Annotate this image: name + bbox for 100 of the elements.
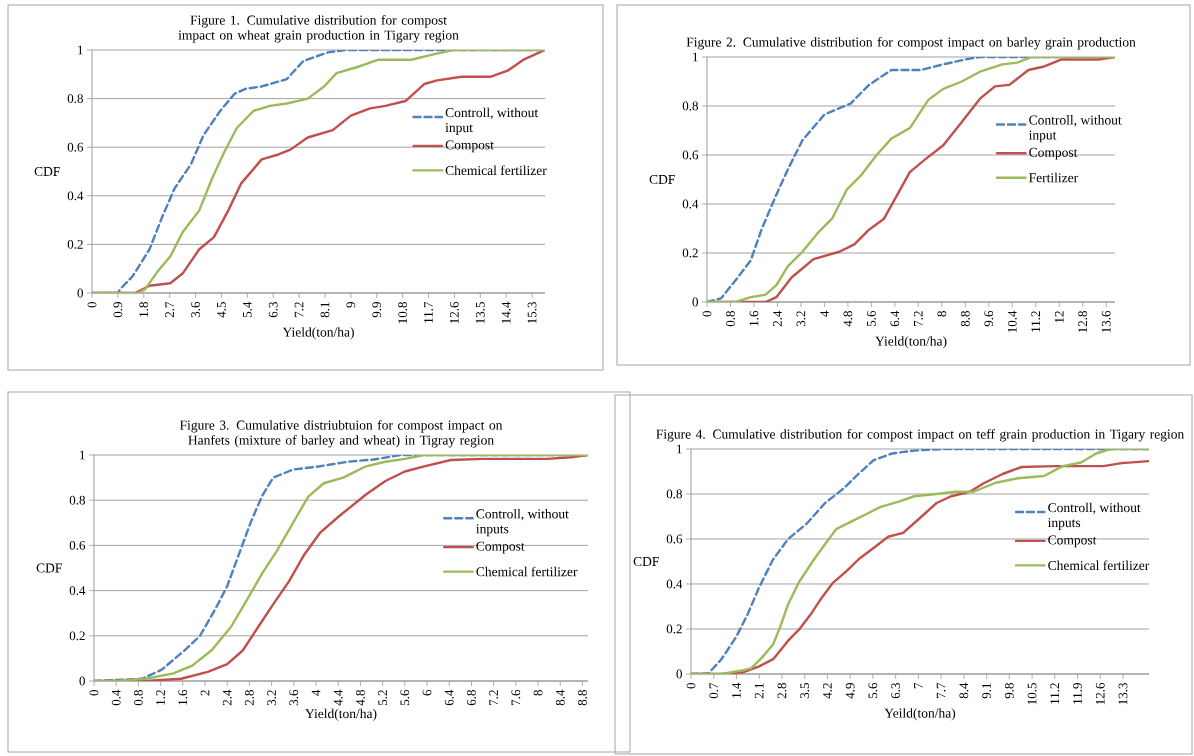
legend-label: Controll, without inputs — [476, 508, 569, 537]
x-tick-label: 5.6 — [866, 310, 876, 327]
x-tick-label: 0 — [89, 690, 99, 696]
x-tick-label: 9 — [346, 302, 356, 308]
x-tick-label: 11.2 — [1050, 683, 1060, 704]
legend-label: Controll, without input — [445, 107, 539, 135]
x-tick-label: 6 — [422, 689, 432, 696]
x-tick-label: 0.4 — [111, 689, 121, 706]
y-tick-label: 0.2 — [666, 624, 682, 634]
legend-label: Chemical fertilizer — [1048, 560, 1150, 571]
x-tick-label: 6.4 — [444, 689, 454, 706]
legend-label: Controll, without input — [1028, 115, 1122, 143]
y-axis-title: CDF — [633, 556, 659, 567]
x-tick-label: 3.6 — [289, 689, 299, 706]
x-tick-label: 0 — [702, 311, 712, 317]
legend-label: Compost — [1029, 147, 1078, 160]
chart-title: Figure 1. Cumulative distribution for compost impact on wheat grain production in Tigary region — [178, 15, 459, 43]
x-tick-label: 1.6 — [749, 310, 759, 326]
chart-title: Figure 2. Cumulative distribution for compost impact on barley grain production — [686, 37, 1136, 50]
x-tick-label: 2.4 — [773, 310, 782, 327]
legend-label: Compost — [476, 541, 525, 554]
x-tick-label: 1.6 — [178, 689, 188, 705]
x-tick-label: 12 — [1054, 311, 1064, 323]
y-tick-label: 0.6 — [67, 142, 84, 152]
y-tick-label: 0.2 — [69, 631, 85, 641]
x-tick-label: 8.1 — [320, 302, 330, 318]
x-tick-label: 7.2 — [294, 302, 304, 317]
x-tick-label: 9.9 — [372, 302, 382, 318]
y-tick-label: 0.6 — [666, 534, 683, 544]
x-tick-label: 3.2 — [796, 311, 806, 327]
chart-title: Figure 4. Cumulative distribution for compost impact on teff grain production in Tigary region — [656, 429, 1185, 442]
y-tick-label: 0.8 — [682, 101, 698, 111]
x-tick-label: 4 — [820, 310, 829, 317]
x-tick-label: 2.8 — [245, 690, 254, 706]
legend-label: Controll, without inputs — [1047, 502, 1141, 530]
x-tick-label: 6.3 — [268, 302, 278, 318]
y-tick-label: 0.8 — [69, 495, 85, 505]
x-axis-title: Yield(ton/ha) — [875, 336, 947, 349]
y-tick-label: 1 — [677, 444, 682, 454]
x-tick-label: 4.8 — [843, 311, 853, 327]
x-tick-label: 10.5 — [1027, 683, 1037, 705]
y-tick-label: 0.8 — [666, 489, 682, 499]
x-tick-label: 10.4 — [1007, 310, 1017, 333]
x-tick-label: 5.6 — [868, 682, 878, 699]
x-tick-label: 12.8 — [1078, 311, 1088, 333]
x-tick-label: 2 — [200, 690, 210, 696]
x-tick-label: 4.9 — [845, 683, 855, 699]
x-tick-label: 13.6 — [1101, 310, 1111, 333]
x-tick-label: 12.6 — [1095, 682, 1105, 705]
x-tick-label: 2.4 — [222, 689, 232, 706]
x-tick-label: 7.2 — [913, 311, 923, 326]
y-tick-label: 0 — [676, 669, 682, 679]
y-tick-label: 0.6 — [69, 540, 86, 550]
x-tick-label: 5.4 — [242, 301, 252, 318]
x-tick-label: 14.4 — [501, 301, 511, 324]
x-tick-label: 2.7 — [165, 301, 175, 318]
x-tick-label: 13.3 — [1118, 683, 1128, 705]
y-tick-label: 0.2 — [682, 248, 698, 258]
legend-label: Chemical fertilizer — [445, 165, 547, 176]
x-tick-label: 0.7 — [709, 682, 719, 699]
x-tick-label: 9.6 — [984, 310, 994, 327]
legend-label: Fertilizer — [1029, 172, 1079, 183]
x-axis-title: Yield(ton/ha) — [282, 327, 354, 340]
y-tick-label: 1 — [80, 450, 85, 460]
x-axis-title: Yeild(ton/ha) — [884, 708, 956, 721]
y-tick-label: 0.8 — [67, 94, 83, 104]
x-tick-label: 1.8 — [139, 302, 149, 317]
y-tick-label: 0.4 — [67, 191, 84, 201]
x-tick-label: 9.8 — [1004, 683, 1014, 699]
chart-title: Figure 3. Cumulative distriubtuion for compost impact on Hanfets (mixture of barley and wheat) in Tigray region — [179, 420, 503, 448]
x-tick-label: 2.1 — [754, 683, 764, 699]
x-tick-label: 6.8 — [467, 690, 476, 706]
x-tick-label: 7 — [914, 682, 923, 689]
legend-label: Compost — [445, 140, 494, 153]
x-tick-label: 8.8 — [578, 690, 587, 706]
y-tick-label: 0.4 — [682, 199, 699, 209]
x-tick-label: 3.5 — [800, 683, 810, 699]
x-tick-label: 7.7 — [936, 682, 946, 698]
x-tick-label: 3.6 — [191, 301, 200, 318]
legend-label: Compost — [1048, 535, 1097, 548]
x-tick-label: 15.3 — [527, 302, 537, 324]
y-tick-label: 0.2 — [67, 239, 83, 249]
legend-label: Chemical fertilizer — [476, 566, 578, 577]
y-tick-label: 0.6 — [682, 150, 699, 160]
x-tick-label: 7.2 — [489, 690, 499, 705]
x-tick-label: 5.2 — [378, 690, 388, 706]
x-tick-label: 11.9 — [1073, 683, 1082, 704]
x-tick-label: 1.2 — [156, 690, 166, 705]
x-tick-label: 1.4 — [732, 682, 741, 698]
x-tick-label: 10.8 — [398, 302, 408, 324]
y-tick-label: 0 — [77, 288, 83, 298]
x-tick-label: 4 — [311, 689, 321, 696]
x-axis-title: Yield(ton/ha) — [305, 708, 377, 721]
x-tick-label: 0.9 — [113, 302, 123, 318]
x-tick-label: 4.8 — [356, 690, 365, 706]
x-tick-label: 0.8 — [726, 311, 735, 327]
x-tick-label: 12.6 — [450, 301, 459, 324]
x-tick-label: 11.2 — [1031, 311, 1041, 332]
y-tick-label: 1 — [78, 45, 83, 55]
x-tick-label: 4.5 — [217, 302, 226, 318]
